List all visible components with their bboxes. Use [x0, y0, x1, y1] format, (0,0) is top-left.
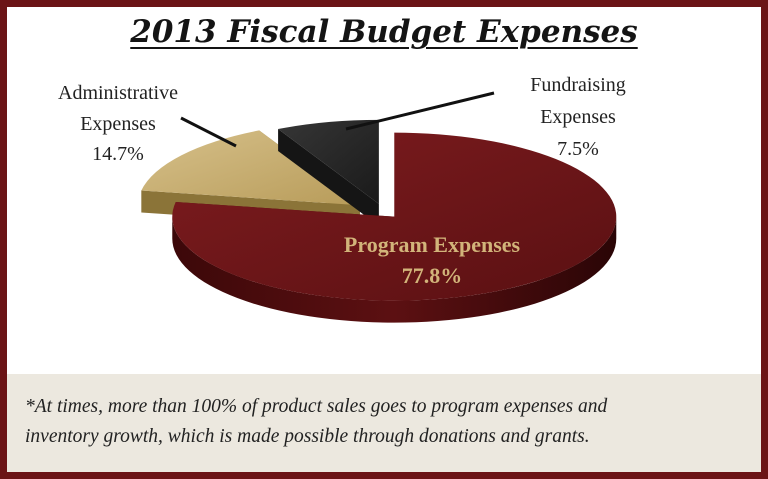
administrative-value-label: 14.7% [92, 143, 144, 165]
administrative-label-line-2: Expenses [80, 113, 156, 135]
administrative-slice [141, 130, 360, 206]
footnote-line-2: inventory growth, which is made possible… [25, 426, 590, 447]
program-slice [172, 132, 617, 301]
pie-chart: Administrative Expenses 14.7% Fundraisin… [58, 74, 626, 323]
program-slice-side-1 [172, 216, 617, 323]
program-value-label: 77.8% [402, 263, 463, 288]
fundraising-label-line-2: Expenses [540, 106, 616, 128]
chart-title: 2013 Fiscal Budget Expenses [130, 14, 638, 50]
fundraising-value-label: 7.5% [557, 138, 599, 160]
administrative-leader-line [180, 116, 237, 148]
footnote-line-1: *At times, more than 100% of product sal… [25, 396, 608, 417]
administrative-label-line-1: Administrative [58, 82, 178, 104]
administrative-label: Administrative Expenses 14.7% [58, 82, 178, 165]
fundraising-label: Fundraising Expenses 7.5% [530, 74, 626, 160]
fundraising-label-line-1: Fundraising [530, 74, 626, 96]
fundraising-slice-wall-1 [278, 129, 379, 226]
program-label: Program Expenses [344, 232, 521, 257]
fundraising-leader-line [345, 91, 495, 131]
fundraising-slice [278, 119, 379, 204]
footnote: *At times, more than 100% of product sal… [7, 374, 761, 472]
